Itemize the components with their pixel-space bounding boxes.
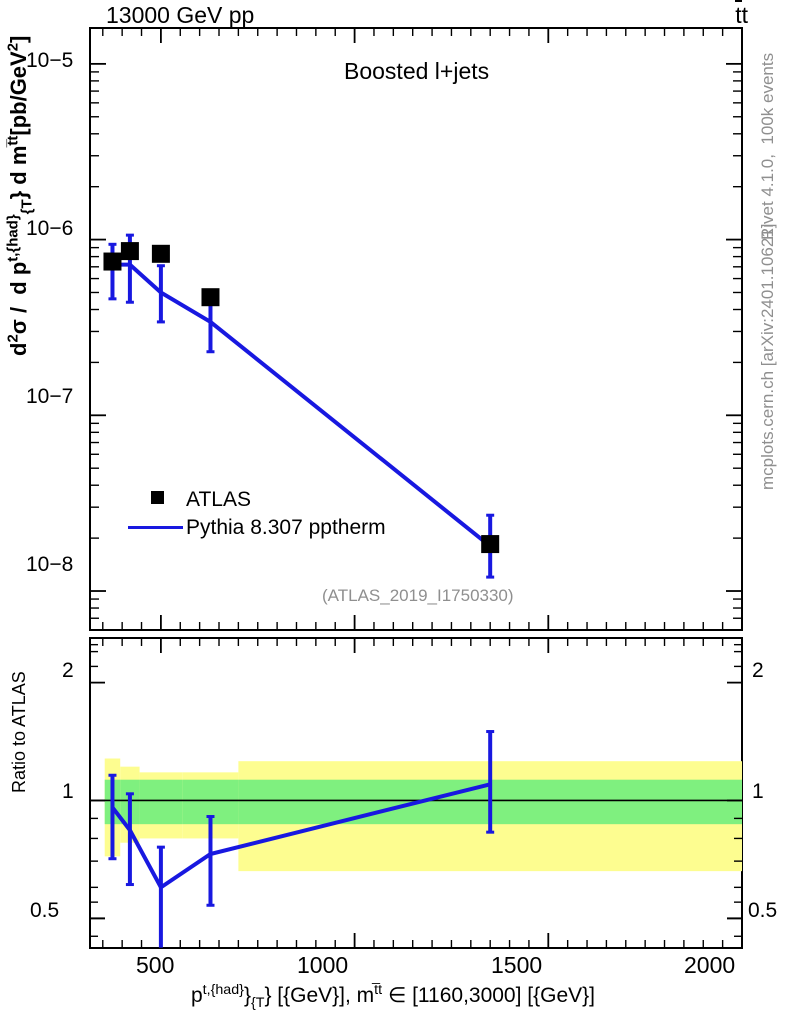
legend-marker-line-icon <box>128 519 186 537</box>
ratio-ytick-left-2: 2 <box>62 659 74 682</box>
main-ytick-1e-5: 10−5 <box>26 49 74 72</box>
xtick-1000: 1000 <box>297 952 349 978</box>
analysis-watermark: (ATLAS_2019_I1750330) <box>322 586 514 605</box>
ratio-ytick-left-0p5: 0.5 <box>30 899 60 922</box>
main-ytick-1e-6: 10−6 <box>26 217 74 240</box>
xtick-500: 500 <box>136 952 175 978</box>
ratio-series-pythia <box>108 730 495 948</box>
ratio-ytick-left-1: 1 <box>62 780 74 803</box>
ratio-ytick-right-1: 1 <box>752 780 764 803</box>
ratio-ytick-right-0p5: 0.5 <box>748 899 778 922</box>
data-series-atlas <box>103 242 500 554</box>
plot-title: Boosted l+jets <box>344 58 490 84</box>
legend-marker-square-icon <box>128 491 186 509</box>
legend-label-pythia: Pythia 8.307 pptherm <box>186 516 386 539</box>
xtick-1500: 1500 <box>491 952 543 978</box>
process-label: tt <box>735 0 748 28</box>
main-ytick-1e-7: 10−7 <box>26 385 74 408</box>
main-axis-ticks <box>90 28 743 631</box>
ratio-uncertainty-bands <box>104 758 742 872</box>
ratio-ytick-right-2: 2 <box>752 659 764 682</box>
beam-label: 13000 GeV pp <box>106 2 255 28</box>
main-ytick-1e-8: 10−8 <box>26 553 74 576</box>
legend-label-atlas: ATLAS <box>186 488 251 511</box>
xaxis-label: pt,{had}}{T} [{GeV}], mt̅t ∈ [1160,3000]… <box>190 982 596 1012</box>
xtick-2000: 2000 <box>684 952 736 978</box>
legend: ATLAS Pythia 8.307 pptherm <box>128 487 386 543</box>
